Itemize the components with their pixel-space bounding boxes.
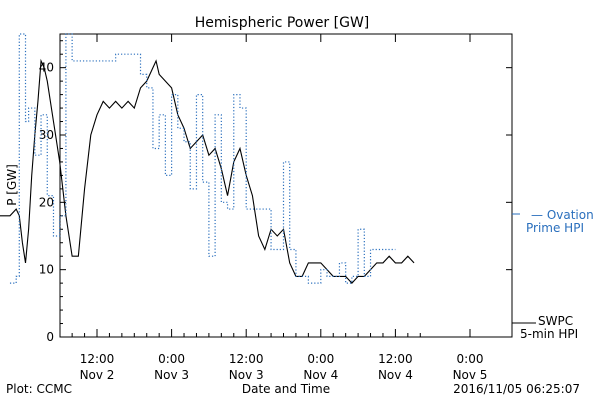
y-axis-label: P [GW]: [5, 164, 19, 206]
x-tick-date: Nov 3: [229, 368, 264, 382]
footer-left: Plot: CCMC: [6, 382, 72, 396]
chart-title: Hemispheric Power [GW]: [195, 15, 370, 31]
legend-ovation-line1: — Ovation: [531, 208, 594, 222]
series-group: [0, 33, 415, 284]
footer-timestamp: 2016/11/05 06:25:07: [453, 382, 580, 396]
y-tick-label: 30: [39, 128, 54, 142]
y-tick-label: 0: [46, 330, 54, 344]
x-ticks: 12:00 Nov 2 0:00 Nov 3 12:00 Nov 3 0:00 Nov 4 12…: [71, 34, 488, 382]
x-tick-time: 12:00: [378, 352, 413, 366]
x-tick-time: 12:00: [80, 352, 115, 366]
plot-frame: [59, 33, 513, 338]
legend-swpc-line2: 5-min HPI: [520, 327, 578, 341]
x-tick-time: 0:00: [307, 352, 334, 366]
x-tick-time: 0:00: [158, 352, 185, 366]
y-tick-label: 10: [39, 263, 54, 277]
x-tick-date: Nov 5: [453, 368, 488, 382]
legend-ovation-line2: Prime HPI: [526, 221, 584, 235]
y-tick-label: 20: [39, 195, 54, 209]
x-axis-label: Date and Time: [242, 382, 330, 396]
x-tick-time: 0:00: [457, 352, 484, 366]
x-tick-time: 12:00: [229, 352, 264, 366]
series-ovation-line: [9, 33, 396, 284]
x-tick-date: Nov 3: [154, 368, 189, 382]
x-tick-date: Nov 4: [303, 368, 338, 382]
x-tick-date: Nov 4: [378, 368, 413, 382]
x-tick-date: Nov 2: [80, 368, 115, 382]
legend-swpc-line1: SWPC: [538, 314, 573, 328]
